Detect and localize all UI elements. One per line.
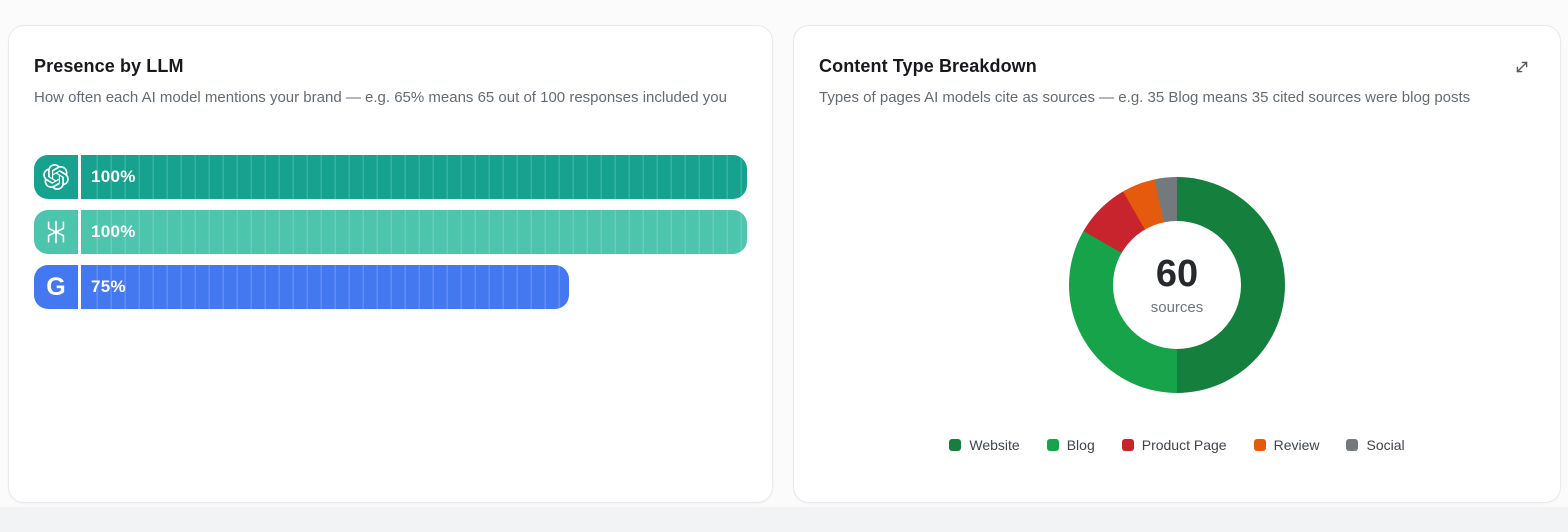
perplexity-icon xyxy=(34,210,81,254)
openai-icon xyxy=(34,155,81,199)
donut-center: 60 sources xyxy=(1113,221,1241,349)
expand-button[interactable] xyxy=(1510,56,1534,80)
legend-swatch-review xyxy=(1253,439,1266,451)
legend-swatch-social xyxy=(1346,439,1359,451)
dashboard-cards-row: Presence by LLM How often each AI model … xyxy=(8,25,1561,503)
page-title: Content Type Breakdown xyxy=(819,56,1037,76)
google-presence-bar: G 75% xyxy=(34,265,569,309)
donut-chart-area: 60 sources xyxy=(819,177,1535,393)
content-type-breakdown-card: Content Type Breakdown Types of pages AI… xyxy=(793,25,1561,503)
legend-label: Social xyxy=(1366,437,1405,453)
bar-value-label: 100% xyxy=(91,222,136,241)
legend-label: Blog xyxy=(1066,437,1095,453)
bar-value-label: 100% xyxy=(91,167,136,186)
expand-icon xyxy=(1516,61,1528,72)
bar-segment-stripes xyxy=(84,155,747,199)
page-background-lower xyxy=(0,507,1568,532)
donut-total-value: 60 xyxy=(1155,252,1199,295)
openai-presence-bar: 100% xyxy=(34,155,747,199)
donut-total-label: sources xyxy=(1150,298,1204,316)
bar-row-google: G 75% xyxy=(34,265,747,309)
google-icon: G xyxy=(34,265,81,309)
bar-row-perplexity: 100% xyxy=(34,210,747,254)
legend-label: Website xyxy=(969,437,1020,453)
donut-legend: Website Blog Product Page Review Social xyxy=(819,437,1535,453)
legend-item-review: Review xyxy=(1253,437,1320,453)
page-title: Presence by LLM xyxy=(34,56,184,76)
legend-swatch-blog xyxy=(1046,439,1059,451)
legend-item-blog: Blog xyxy=(1046,437,1095,453)
card-description: Types of pages AI models cite as sources… xyxy=(819,89,1471,106)
bar-value-label: 75% xyxy=(91,277,126,296)
perplexity-presence-bar: 100% xyxy=(34,210,747,254)
llm-presence-bar-chart: 100% 100% xyxy=(34,155,747,309)
legend-label: Review xyxy=(1273,437,1320,453)
bar-segment-stripes xyxy=(84,210,747,254)
legend-label: Product Page xyxy=(1141,437,1227,453)
legend-item-social: Social xyxy=(1346,437,1405,453)
legend-item-website: Website xyxy=(949,437,1020,453)
legend-swatch-website xyxy=(949,439,962,451)
bar-segment-stripes xyxy=(84,265,569,309)
legend-swatch-product-page xyxy=(1121,439,1134,451)
content-type-donut-chart: 60 sources xyxy=(1069,177,1285,393)
presence-by-llm-card: Presence by LLM How often each AI model … xyxy=(8,25,773,503)
card-description: How often each AI model mentions your br… xyxy=(34,89,727,106)
legend-item-product-page: Product Page xyxy=(1121,437,1227,453)
bar-row-openai: 100% xyxy=(34,155,747,199)
